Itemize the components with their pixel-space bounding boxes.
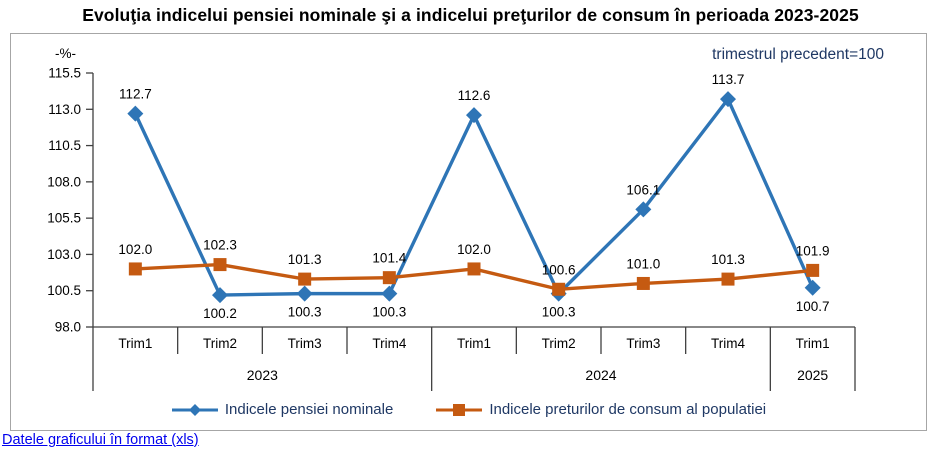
- svg-text:105.5: 105.5: [47, 211, 81, 226]
- svg-text:98.0: 98.0: [55, 320, 81, 335]
- line-chart-plot: 115.5 113.0 110.5 108.0 105.5 103.0 100.5 98.0 T…: [47, 66, 856, 391]
- svg-text:100.7: 100.7: [796, 299, 830, 314]
- chart-area: -%- trimestrul precedent=100 115.5 113.0 1…: [10, 33, 927, 431]
- chart-title: Evoluţia indicelui pensiei nominale şi a…: [82, 5, 859, 25]
- xls-download-link[interactable]: Datele graficului în format (xls): [2, 432, 199, 448]
- legend-item-pension-index: Indicele pensiei nominale: [171, 401, 393, 418]
- legend-marker-diamond-icon: [171, 403, 218, 416]
- svg-text:101.3: 101.3: [711, 252, 745, 267]
- svg-text:100.6: 100.6: [542, 262, 576, 277]
- svg-text:113.7: 113.7: [712, 72, 745, 87]
- svg-text:Trim1: Trim1: [457, 336, 491, 351]
- svg-text:2024: 2024: [585, 367, 616, 383]
- svg-text:108.0: 108.0: [47, 174, 81, 189]
- legend-label-pension-index: Indicele pensiei nominale: [224, 401, 394, 418]
- svg-text:100.5: 100.5: [47, 283, 81, 298]
- svg-text:Trim3: Trim3: [288, 336, 322, 351]
- legend-label-consumer-price-index: Indicele preturilor de consum al populat…: [489, 401, 767, 418]
- svg-text:102.3: 102.3: [203, 238, 237, 253]
- base-period-note: trimestrul precedent=100: [712, 46, 884, 63]
- chart-legend: Indicele pensiei nominale Indicele pretu…: [11, 401, 926, 418]
- svg-text:101.3: 101.3: [288, 252, 322, 267]
- svg-text:Trim2: Trim2: [542, 336, 576, 351]
- svg-text:102.0: 102.0: [118, 242, 152, 257]
- svg-text:2023: 2023: [247, 367, 278, 383]
- svg-text:100.3: 100.3: [372, 305, 406, 320]
- svg-text:101.9: 101.9: [796, 243, 830, 258]
- svg-text:112.7: 112.7: [119, 87, 152, 102]
- svg-text:100.2: 100.2: [203, 306, 237, 321]
- svg-text:102.0: 102.0: [457, 242, 491, 257]
- svg-text:113.0: 113.0: [48, 102, 81, 117]
- svg-text:106.1: 106.1: [626, 182, 660, 197]
- svg-text:110.5: 110.5: [48, 138, 81, 153]
- svg-text:Trim4: Trim4: [711, 336, 745, 351]
- svg-text:101.4: 101.4: [372, 251, 406, 266]
- y-axis-unit-label: -%-: [55, 46, 76, 61]
- svg-text:Trim3: Trim3: [626, 336, 660, 351]
- svg-text:112.6: 112.6: [458, 88, 491, 103]
- svg-text:Trim1: Trim1: [118, 336, 152, 351]
- svg-text:101.0: 101.0: [626, 256, 660, 271]
- svg-text:100.3: 100.3: [288, 305, 322, 320]
- svg-text:115.5: 115.5: [48, 66, 81, 81]
- svg-text:2025: 2025: [797, 367, 828, 383]
- svg-text:103.0: 103.0: [47, 247, 81, 262]
- svg-text:Trim4: Trim4: [372, 336, 406, 351]
- legend-marker-square-icon: [436, 403, 483, 416]
- legend-item-consumer-price-index: Indicele preturilor de consum al populat…: [435, 401, 766, 418]
- svg-text:100.3: 100.3: [542, 305, 576, 320]
- svg-text:Trim1: Trim1: [796, 336, 830, 351]
- svg-text:Trim2: Trim2: [203, 336, 237, 351]
